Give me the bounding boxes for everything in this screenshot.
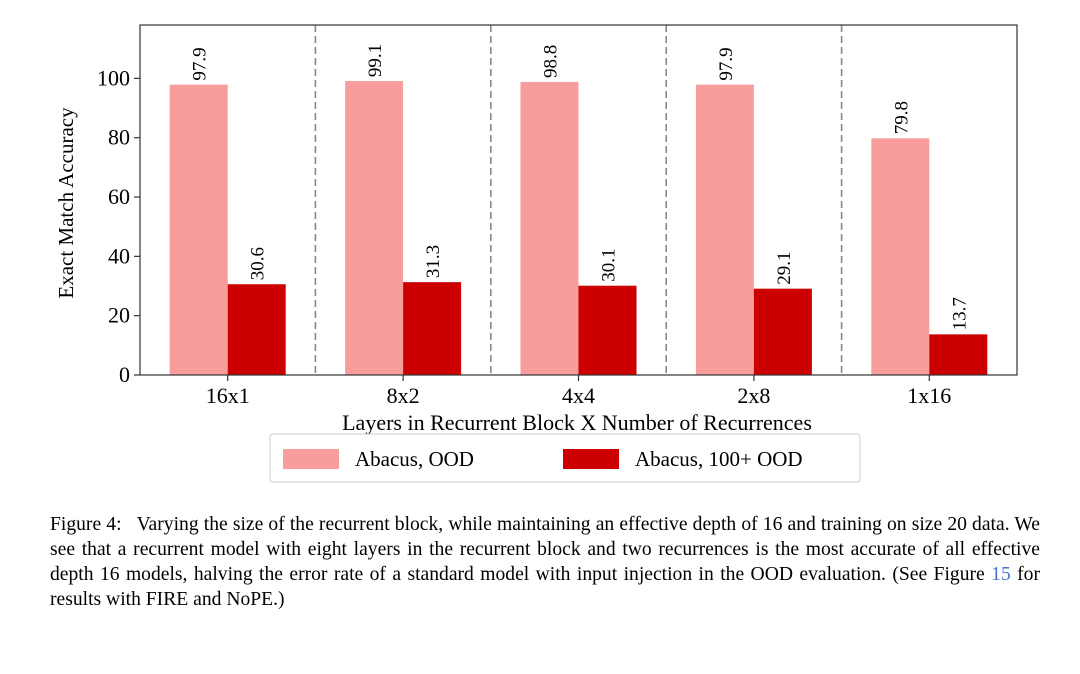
figure-reference-link[interactable]: 15 bbox=[991, 564, 1011, 585]
bar bbox=[753, 288, 812, 375]
legend: Abacus, OOD Abacus, 100+ OOD bbox=[269, 433, 861, 483]
data-label: 97.9 bbox=[190, 47, 211, 80]
bar bbox=[169, 84, 228, 375]
caption-text-end: for results with FIRE and NoPE.) bbox=[50, 564, 1041, 610]
y-tick-label: 20 bbox=[108, 303, 130, 328]
y-tick-label: 0 bbox=[119, 362, 130, 387]
bar-chart: 97.9 99.1 98.8 97.9 79.8 30.6 31.3 30.1 29.1 13.7… bbox=[54, 24, 1018, 483]
y-axis-label: Exact Match Accuracy bbox=[54, 107, 78, 299]
x-tick-label: 16x1 bbox=[206, 383, 250, 408]
x-tick-label: 1x16 bbox=[907, 383, 951, 408]
legend-label-100-ood: Abacus, 100+ OOD bbox=[635, 447, 803, 471]
legend-label-ood: Abacus, OOD bbox=[355, 447, 474, 471]
y-tick-label: 80 bbox=[108, 125, 130, 150]
bar bbox=[345, 81, 404, 375]
bar bbox=[227, 284, 286, 375]
data-label: 13.7 bbox=[949, 297, 970, 330]
x-tick-label: 2x8 bbox=[737, 383, 770, 408]
legend-swatch-ood bbox=[283, 449, 339, 469]
y-tick-label: 40 bbox=[108, 243, 130, 268]
bar bbox=[929, 334, 988, 375]
x-tick-label: 8x2 bbox=[387, 383, 420, 408]
data-label: 98.8 bbox=[541, 45, 562, 78]
x-tick-label: 4x4 bbox=[562, 383, 595, 408]
legend-swatch-100-ood bbox=[563, 449, 619, 469]
data-label: 79.8 bbox=[891, 101, 912, 134]
bar bbox=[871, 138, 930, 375]
caption-label: Figure 4: bbox=[50, 514, 122, 535]
bar bbox=[520, 81, 579, 375]
data-label: 29.1 bbox=[774, 251, 795, 284]
y-tick-label: 100 bbox=[97, 65, 130, 90]
bar bbox=[578, 285, 637, 375]
data-label: 99.1 bbox=[365, 44, 386, 77]
x-axis-label: Layers in Recurrent Block X Number of Re… bbox=[342, 410, 812, 435]
data-label: 97.9 bbox=[716, 47, 737, 80]
data-label: 31.3 bbox=[423, 245, 444, 278]
caption-text: Varying the size of the recurrent block,… bbox=[50, 514, 1040, 585]
data-label: 30.6 bbox=[248, 247, 269, 280]
y-tick-label: 60 bbox=[108, 184, 130, 209]
bar bbox=[695, 84, 754, 375]
data-label: 30.1 bbox=[599, 248, 620, 281]
bar bbox=[403, 282, 462, 375]
figure-caption: Figure 4: Varying the size of the recurr… bbox=[50, 512, 1040, 612]
